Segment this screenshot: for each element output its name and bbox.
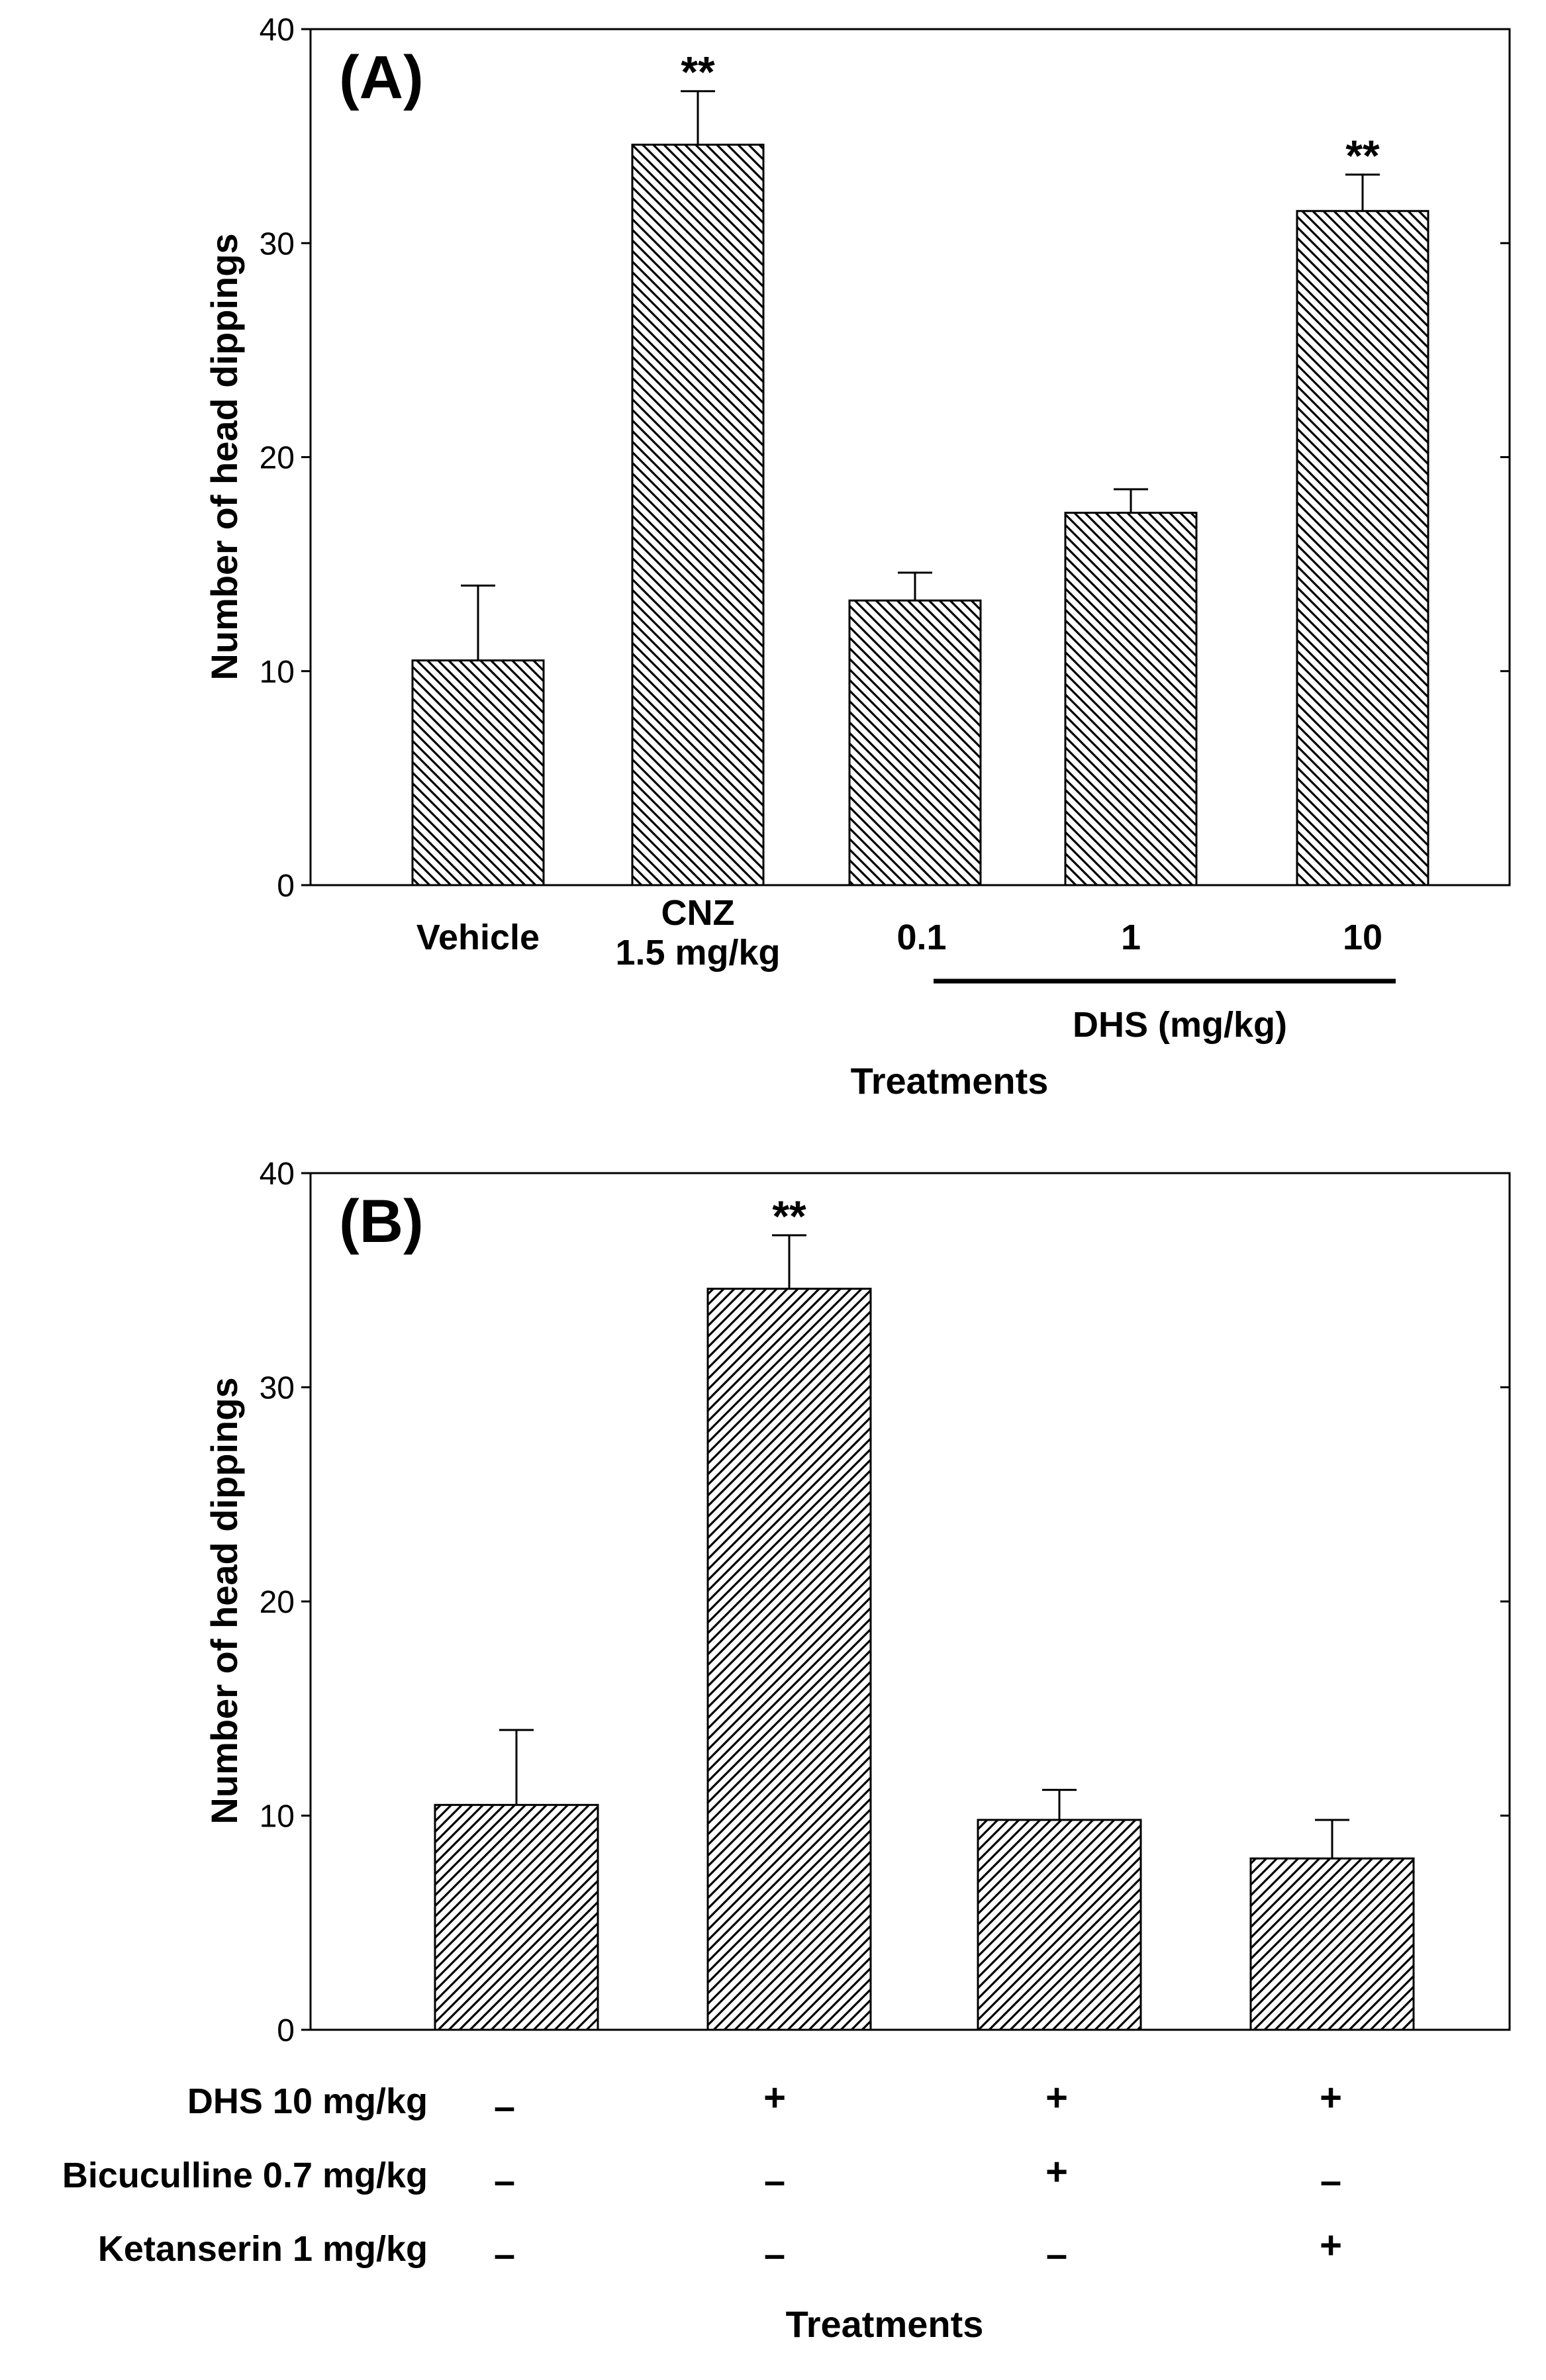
panel-a-significance-marker: ** (1345, 131, 1380, 180)
panel-b-plus-sign: + (763, 2076, 786, 2119)
panel-b-bar (1249, 1857, 1415, 2031)
panel-b-y-tick-label: 20 (260, 1585, 295, 1620)
panel-a-y-axis-title: Number of head dippings (203, 233, 245, 680)
panel-b-label: (B) (339, 1188, 424, 1255)
panel-b-treatment-row-label: Bicuculline 0.7 mg/kg (62, 2156, 428, 2195)
panel-a-bar (1296, 210, 1429, 886)
panel-a: 0 10 20 30 40 ** ** (A) Number of head dippin… (203, 13, 1511, 1102)
panel-b-bar (434, 1803, 599, 2031)
panel-a-y-tick-label: 30 (260, 226, 295, 262)
panel-b-treatment-row-label: Ketanserin 1 mg/kg (98, 2229, 428, 2269)
panel-b-y-tick-label: 40 (260, 1157, 295, 1192)
panel-a-category-label: 10 (1343, 918, 1382, 957)
panel-a-bar (1064, 512, 1198, 886)
panel-b-plus-sign: + (1045, 2150, 1068, 2193)
panel-b-plus-sign: + (1320, 2224, 1342, 2267)
panel-b-y-tick-label: 10 (260, 1799, 295, 1834)
panel-a-significance-marker: ** (681, 48, 715, 97)
panel-a-bar (848, 599, 982, 886)
panel-b-minus-sign: – (494, 2085, 515, 2128)
panel-b-bar (706, 1288, 872, 2031)
panel-b-bar (977, 1819, 1142, 2031)
panel-a-dhs-group-label: DHS (mg/kg) (1073, 1005, 1287, 1045)
panel-b-plus-sign: + (1320, 2076, 1342, 2119)
panel-b-minus-sign: – (494, 2233, 515, 2276)
panel-b-y-ticks: 0 10 20 30 40 (260, 1157, 1510, 2048)
panel-a-bar (411, 659, 545, 886)
panel-b-minus-sign: – (1046, 2233, 1067, 2276)
panel-a-category-label: 1 (1121, 918, 1141, 957)
panel-a-y-tick-label: 20 (260, 441, 295, 476)
panel-a-x-axis-title: Treatments (851, 1060, 1049, 1102)
panel-b: 0 10 20 30 40 ** (B) Number of head dippings… (62, 1157, 1511, 2345)
panel-a-label: (A) (339, 44, 424, 111)
panel-a-category-label: Vehicle (416, 918, 540, 957)
panel-b-treatment-table: DHS 10 mg/kg – + + + Bicuculline 0.7 mg/kg – – +… (62, 2076, 1342, 2276)
panel-a-y-tick-label: 10 (260, 655, 295, 690)
panel-b-y-tick-label: 0 (277, 2013, 295, 2048)
panel-b-minus-sign: – (764, 2160, 785, 2203)
panel-a-category-label: 1.5 mg/kg (615, 933, 780, 973)
panel-a-category-label: 0.1 (896, 918, 946, 957)
panel-a-category-label: CNZ (661, 893, 735, 933)
panel-a-y-tick-label: 0 (277, 869, 295, 904)
panel-b-y-axis-title: Number of head dippings (203, 1377, 245, 1824)
panel-b-bars: ** (434, 1192, 1415, 2031)
panel-a-y-ticks: 0 10 20 30 40 (260, 13, 1510, 904)
panel-b-x-axis-title: Treatments (786, 2303, 984, 2345)
panel-b-treatment-row-label: DHS 10 mg/kg (187, 2081, 428, 2121)
panel-a-bar (631, 144, 765, 886)
panel-b-minus-sign: – (1320, 2160, 1341, 2203)
panel-b-minus-sign: – (494, 2160, 515, 2203)
panel-b-plus-sign: + (1045, 2076, 1068, 2119)
panel-a-bars: ** ** (411, 48, 1429, 886)
panel-b-minus-sign: – (764, 2233, 785, 2276)
panel-b-y-tick-label: 30 (260, 1371, 295, 1406)
panel-b-significance-marker: ** (772, 1192, 806, 1241)
panel-a-y-tick-label: 40 (260, 13, 295, 48)
